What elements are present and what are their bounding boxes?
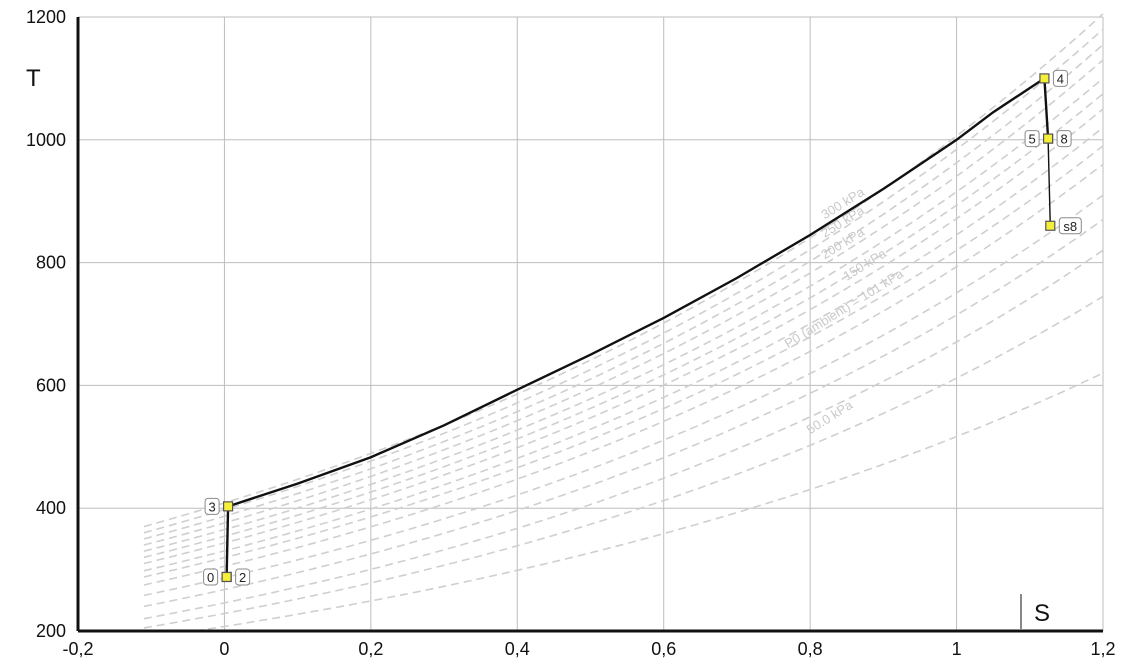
y-axis-label: T [26, 65, 41, 92]
cycle-path [225, 77, 1051, 577]
state-point-label-box [203, 568, 219, 586]
state-point-label: s8 [1063, 219, 1077, 234]
x-tick-label: 0,2 [358, 639, 383, 659]
state-point-marker [221, 571, 232, 583]
isobar-line [143, 77, 1104, 552]
y-tick-label: 1000 [26, 130, 66, 150]
state-point-label: 3 [208, 499, 215, 514]
y-tick-label: 400 [36, 498, 66, 518]
turbine-expansion-line [1043, 78, 1050, 139]
y-tick-label: 600 [36, 375, 66, 395]
isobar-lines [143, 13, 1104, 632]
x-tick-label: 0,8 [798, 639, 823, 659]
state-point-label-box [1024, 130, 1040, 148]
isobar-line [143, 59, 1104, 546]
isobar-line [143, 145, 1104, 578]
isobar-line [143, 93, 1104, 559]
isobar-line [143, 218, 1104, 608]
isobar-line [143, 295, 1104, 629]
isobar-line [194, 372, 1104, 632]
axes [76, 17, 1103, 633]
x-tick-label: 1 [952, 639, 962, 659]
state-point-label-box [1052, 69, 1068, 87]
x-tick-label: 0 [219, 639, 229, 659]
state-point-marker [222, 501, 234, 512]
x-tick-label: 0,4 [505, 639, 530, 659]
isobar-line [143, 13, 1104, 528]
state-point-label-box [235, 568, 251, 586]
isobar-line [143, 163, 1104, 586]
state-point-label-box [1056, 130, 1072, 148]
y-tick-label: 200 [36, 621, 66, 641]
state-point-marker [1039, 73, 1050, 84]
state-point-label-box [1058, 217, 1082, 235]
x-tick-label: -0,2 [62, 639, 93, 659]
state-point-marker [1042, 133, 1054, 144]
y-tick-label: 800 [36, 253, 66, 273]
grid-lines [77, 16, 1104, 632]
y-tick-label: 1200 [26, 7, 66, 27]
tick-labels: -0,2 0 0,2 0,4 0,6 0,8 1 1,2 200 400 600 800 1000 120… [26, 7, 1116, 659]
state-point-label: 4 [1057, 71, 1064, 86]
plot-background [78, 17, 1103, 631]
state-point-label-box [204, 497, 220, 515]
x-axis-label: S [1034, 600, 1050, 627]
state-point-marker [1045, 220, 1056, 231]
state-point-label: 2 [239, 570, 246, 585]
heating-curve [227, 77, 1046, 508]
state-point-label: 8 [1060, 132, 1067, 147]
x-tick-label: 0,6 [651, 639, 676, 659]
state-point-label: 5 [1028, 132, 1035, 147]
nozzle-expansion-line [1047, 138, 1051, 226]
x-tick-label: 1,2 [1090, 639, 1115, 659]
state-points: 0 2 3 4 5 8 s8 [203, 69, 1082, 586]
state-point-label: 0 [207, 570, 214, 585]
isobar-line [143, 43, 1104, 540]
isobar-line [143, 28, 1104, 534]
isobar-line [143, 108, 1104, 565]
isobar-line [143, 194, 1104, 597]
isobar-line [143, 249, 1104, 620]
compression-line [225, 506, 230, 577]
